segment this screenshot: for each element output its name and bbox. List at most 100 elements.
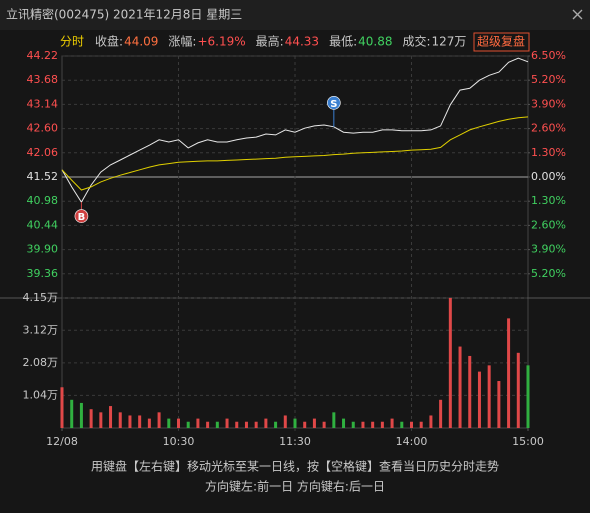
- volume-bar: [138, 415, 142, 428]
- volume-bar: [332, 412, 336, 428]
- volume-bar: [118, 412, 122, 428]
- y-tick-label: 42.06: [27, 146, 59, 159]
- y-tick-label: 43.14: [27, 97, 59, 110]
- volume-bar: [235, 421, 239, 428]
- volume-bar: [312, 418, 316, 428]
- info-value: 127万: [432, 35, 467, 49]
- average-line: [61, 116, 529, 191]
- close-button[interactable]: [572, 9, 583, 20]
- volume-bar: [439, 399, 443, 428]
- y2-tick-label: 0.00%: [531, 170, 566, 183]
- close-icon: [572, 9, 583, 20]
- volume-bar: [458, 346, 462, 428]
- volume-bar: [497, 381, 501, 428]
- volume-bar: [516, 352, 520, 428]
- y2-tick-label: 2.60%: [531, 218, 566, 231]
- volume-bar: [293, 418, 297, 428]
- y2-tick-label: 3.90%: [531, 243, 566, 256]
- volume-bar: [361, 421, 365, 428]
- volume-bar: [167, 418, 171, 428]
- help-text: 用键盘【左右键】移动光标至某一日线，按【空格键】查看当日历史分时走势: [91, 459, 499, 474]
- y2-tick-label: 1.30%: [531, 194, 566, 207]
- info-value: 44.09: [124, 35, 158, 49]
- info-label: 收盘:: [95, 34, 123, 49]
- volume-bar: [468, 355, 472, 428]
- volume-bar: [225, 418, 229, 428]
- volume-bar: [196, 418, 200, 428]
- volume-bar: [147, 418, 151, 428]
- volume-bar: [177, 418, 180, 428]
- volume-bar: [507, 318, 511, 428]
- volume-bar: [99, 412, 103, 428]
- volume-bar: [322, 421, 326, 428]
- volume-bar: [283, 415, 287, 428]
- x-tick-label: 15:00: [512, 435, 544, 448]
- volume-bar: [371, 421, 375, 428]
- y-tick-label: 43.68: [27, 73, 59, 86]
- volume-bar: [89, 409, 93, 428]
- volume-bar: [128, 415, 132, 428]
- volume-tick-label: 1.04万: [23, 388, 59, 401]
- volume-bar: [206, 421, 210, 428]
- info-value: 44.33: [285, 35, 319, 49]
- trade-marker: [327, 96, 341, 110]
- volume-bar: [342, 418, 346, 428]
- info-label: 涨幅:: [168, 34, 196, 49]
- volume-bar: [254, 421, 258, 428]
- volume-bar: [60, 387, 64, 428]
- window-title: 立讯精密(002475) 2021年12月8日 星期三: [6, 7, 242, 22]
- trade-marker-label: S: [330, 99, 337, 110]
- y-tick-label: 39.36: [27, 267, 59, 280]
- volume-bar: [186, 421, 190, 428]
- trade-marker-label: B: [78, 212, 86, 223]
- y2-tick-label: 5.20%: [531, 267, 566, 280]
- y2-tick-label: 1.30%: [531, 146, 566, 159]
- volume-bar: [400, 421, 404, 428]
- x-tick-label: 12/08: [46, 435, 78, 448]
- volume-bar: [244, 421, 248, 428]
- volume-bar: [390, 418, 394, 428]
- info-label: 成交:: [402, 34, 430, 49]
- volume-bar: [477, 371, 481, 428]
- info-label: 分时: [60, 35, 84, 49]
- y2-tick-label: 6.50%: [531, 49, 566, 62]
- y2-tick-label: 2.60%: [531, 122, 566, 135]
- info-label: 最低:: [329, 35, 357, 49]
- title-bar: [0, 0, 590, 30]
- x-tick-label: 11:30: [279, 435, 311, 448]
- info-row: 分时 收盘: 44.09 涨幅: +6.19% 最高: 44.33 最低: 40.88 成交: 12…: [60, 34, 466, 49]
- info-value: +6.19%: [197, 35, 245, 49]
- volume-bar: [419, 421, 423, 428]
- volume-tick-label: 2.08万: [23, 356, 59, 369]
- price-line: [61, 57, 529, 204]
- volume-bar: [429, 415, 433, 428]
- x-tick-label: 14:00: [396, 435, 428, 448]
- volume-bar: [410, 421, 413, 428]
- x-tick-label: 10:30: [163, 435, 195, 448]
- y-tick-label: 40.44: [27, 218, 59, 231]
- replay-button[interactable]: [473, 32, 530, 52]
- replay-button-label[interactable]: 超级复盘: [477, 34, 525, 49]
- y-tick-label: 44.22: [27, 49, 59, 62]
- info-label: 最高:: [256, 34, 284, 49]
- volume-bar: [448, 298, 452, 428]
- volume-tick-label: 3.12万: [23, 323, 59, 336]
- volume-bar: [79, 402, 83, 428]
- y-tick-label: 41.52: [27, 170, 59, 183]
- volume-bar: [274, 421, 278, 428]
- volume-bar: [157, 412, 161, 428]
- volume-bar: [380, 421, 384, 428]
- volume-bar: [215, 421, 219, 428]
- y2-tick-label: 3.90%: [531, 97, 566, 110]
- volume-bar: [109, 406, 113, 428]
- volume-bar: [264, 418, 268, 428]
- volume-bar: [351, 421, 355, 428]
- y-tick-label: 39.90: [27, 243, 59, 256]
- help-text: 方向键左:前一日 方向键右:后一日: [205, 479, 385, 494]
- volume-bar: [487, 365, 491, 428]
- y-tick-label: 42.60: [27, 122, 59, 135]
- trade-marker: [74, 209, 89, 223]
- volume-bar: [526, 365, 530, 428]
